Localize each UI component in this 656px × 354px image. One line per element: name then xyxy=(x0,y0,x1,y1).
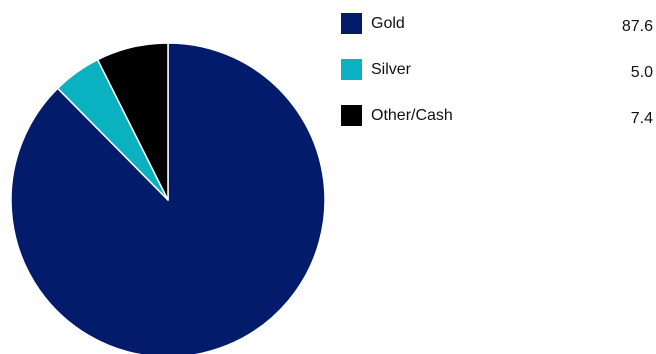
legend: Gold 87.6 Silver 5.0 Other/Cash 7.4 xyxy=(341,13,653,151)
legend-item-gold: Gold 87.6 xyxy=(341,13,653,36)
legend-item-silver: Silver 5.0 xyxy=(341,59,653,82)
legend-value-gold: 87.6 xyxy=(621,18,653,35)
legend-swatch-other-cash xyxy=(341,105,362,126)
legend-swatch-gold xyxy=(341,13,362,34)
legend-value-silver: 5.0 xyxy=(630,64,653,81)
legend-label-other-cash: Other/Cash xyxy=(371,107,453,124)
legend-item-other-cash: Other/Cash 7.4 xyxy=(341,105,653,128)
pie-slice-other-cash xyxy=(96,42,169,201)
legend-label-silver: Silver xyxy=(371,61,412,78)
pie-chart xyxy=(10,42,326,354)
legend-swatch-silver xyxy=(341,59,362,80)
legend-label-gold: Gold xyxy=(371,15,405,32)
legend-value-other-cash: 7.4 xyxy=(630,110,653,127)
